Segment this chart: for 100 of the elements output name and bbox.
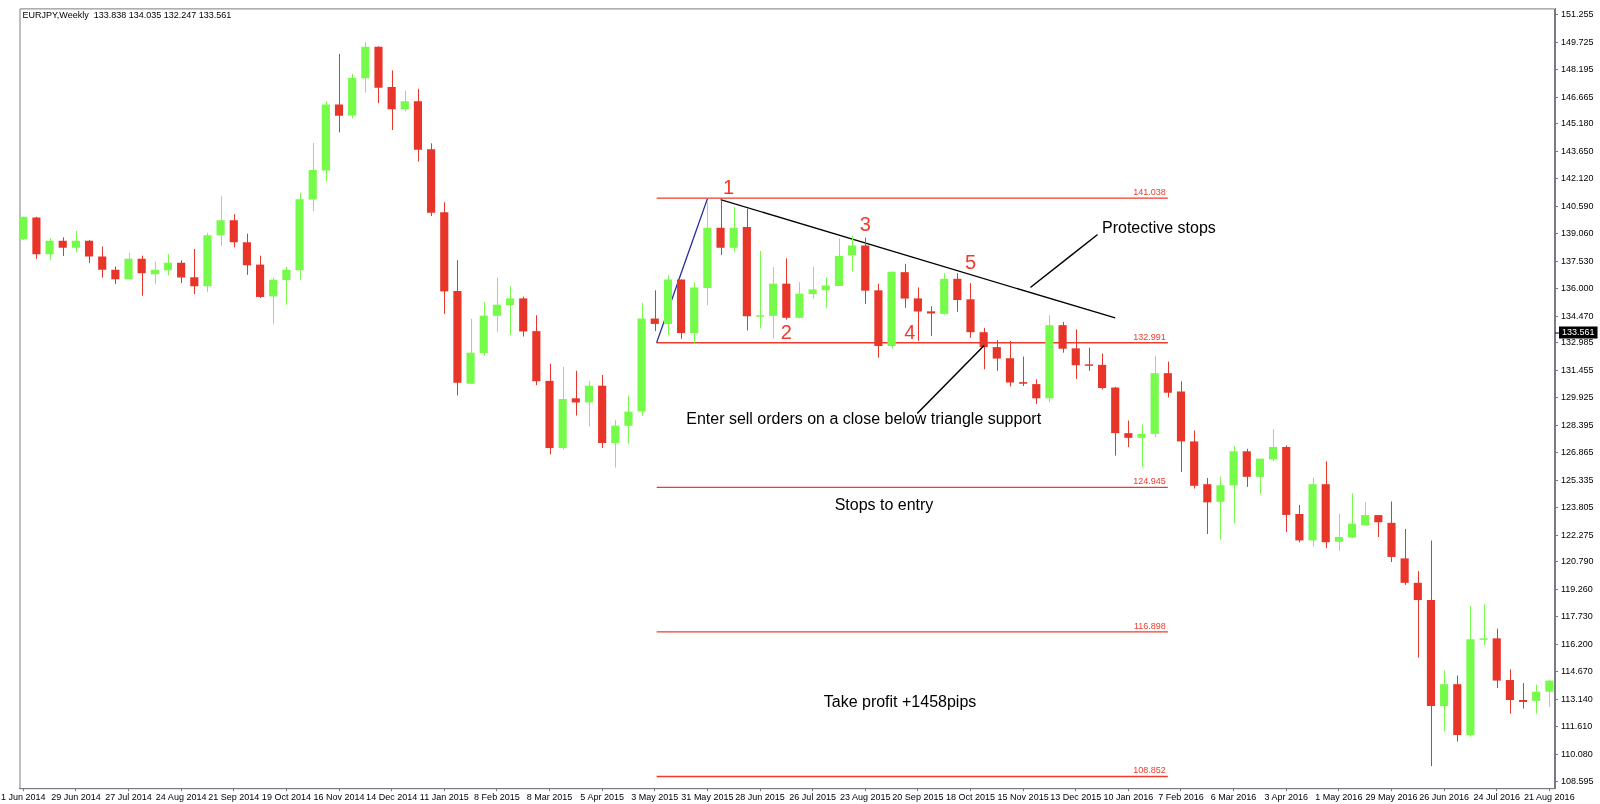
x-tick-label: 1 Jun 2014 (1, 792, 46, 803)
x-tick-label: 26 Jul 2015 (789, 792, 836, 803)
candlestick (229, 213, 238, 248)
candlestick (611, 419, 620, 469)
x-tick-label: 15 Nov 2015 (997, 792, 1049, 803)
y-tick-label: 110.080 (1561, 748, 1593, 759)
candlestick (505, 285, 515, 336)
y-tick-label: 149.725 (1561, 36, 1594, 47)
candlestick (334, 53, 344, 133)
x-tick-label: 10 Jan 2016 (1103, 792, 1154, 803)
candlestick (1019, 356, 1028, 387)
y-tick-label: 108.595 (1561, 775, 1594, 786)
x-tick-label: 5 Apr 2015 (580, 792, 624, 803)
annotation: Stops to entry (834, 496, 934, 514)
annotation: Protective stops (1102, 219, 1216, 237)
candlestick (492, 277, 501, 333)
candlestick (1505, 668, 1514, 715)
candlestick (1084, 347, 1093, 372)
y-tick-label: 128.395 (1561, 419, 1594, 430)
y-tick-label: 119.260 (1561, 583, 1593, 594)
y-tick-label: 111.610 (1561, 721, 1593, 732)
y-tick-label: 143.650 (1561, 145, 1594, 156)
y-tick-label: 142.120 (1561, 173, 1594, 184)
candlestick (1269, 428, 1278, 462)
candlestick (1440, 669, 1449, 732)
candlestick (650, 289, 659, 332)
candlestick (163, 253, 173, 276)
y-tick-label: 136.000 (1561, 283, 1594, 294)
y-tick-label: 126.865 (1561, 447, 1594, 458)
candlestick (1545, 679, 1554, 708)
y-tick-label: 148.195 (1561, 64, 1594, 75)
y-tick-label: 134.470 (1561, 310, 1594, 321)
x-tick-label: 13 Dec 2015 (1050, 792, 1102, 803)
y-tick-label: 120.790 (1561, 556, 1594, 567)
x-tick-label: 8 Feb 2015 (474, 792, 520, 803)
y-tick-label: 117.730 (1561, 611, 1593, 622)
y-tick-label: 113.140 (1561, 693, 1593, 704)
candlestick (1203, 477, 1212, 535)
x-tick-label: 31 May 2015 (681, 792, 734, 803)
x-tick-label: 26 Jun 2016 (1419, 792, 1469, 803)
annotation: Enter sell orders on a close below triangle support (686, 410, 1042, 428)
y-tick-label: 131.455 (1561, 364, 1594, 375)
candlestick (1163, 361, 1172, 398)
y-tick-label: 125.335 (1561, 474, 1594, 485)
x-tick-label: 11 Jan 2015 (419, 792, 469, 803)
candlestick (624, 395, 633, 445)
candlestick (84, 239, 94, 264)
x-tick-label: 29 May 2016 (1365, 792, 1418, 803)
chart-title: EURJPY,Weekly 133.838 134.035 132.247 133.561 (22, 10, 232, 21)
x-tick-label: 27 Jul 2014 (105, 792, 152, 803)
x-tick-label: 29 Jun 2014 (51, 792, 101, 803)
candlestick (177, 259, 186, 284)
y-tick-label: 137.530 (1561, 255, 1594, 266)
candlestick (1413, 570, 1422, 659)
y-tick-label: 151.255 (1561, 9, 1594, 20)
candlestick (953, 272, 962, 313)
candlestick (58, 236, 67, 257)
x-tick-label: 3 Apr 2016 (1264, 792, 1309, 803)
candlestick (1124, 420, 1133, 448)
candlestick (1255, 458, 1265, 495)
candlestick (1374, 514, 1383, 538)
x-tick-label: 23 Aug 2015 (839, 792, 891, 803)
candlestick (45, 237, 54, 261)
data-label: 124.945 (1133, 476, 1166, 487)
data-label: 141.038 (1133, 187, 1166, 198)
candlestick (71, 230, 80, 253)
annotation: 5 (964, 251, 977, 274)
x-tick-label: 24 Aug 2014 (155, 792, 207, 803)
x-tick-label: 16 Nov 2014 (313, 792, 365, 803)
candlestick (729, 206, 738, 253)
x-tick-label: 18 Oct 2015 (945, 792, 996, 803)
annotation: 4 (904, 321, 916, 344)
candlestick (808, 266, 817, 300)
candlestick (1032, 378, 1041, 405)
candlestick (755, 250, 765, 329)
annotation: 2 (780, 321, 792, 344)
y-tick-label: 140.590 (1561, 200, 1594, 211)
annotation: 1 (722, 175, 735, 198)
candlestick (1097, 352, 1107, 390)
candlestick (137, 255, 146, 297)
x-tick-label: 7 Feb 2016 (1158, 792, 1204, 803)
x-tick-label: 19 Oct 2014 (261, 792, 311, 803)
x-tick-label: 8 Mar 2015 (526, 792, 573, 803)
candlestick (98, 246, 107, 279)
data-label: 116.898 (1133, 620, 1166, 631)
candlestick (1137, 424, 1146, 468)
candlestick (216, 195, 225, 247)
x-tick-label: 20 Sep 2015 (892, 792, 944, 803)
candlestick (150, 261, 159, 285)
x-tick-label: 21 Sep 2014 (208, 792, 260, 803)
candlestick (124, 252, 133, 280)
candlestick (242, 233, 251, 276)
x-tick-label: 14 Dec 2014 (366, 792, 418, 803)
candlestick (571, 370, 580, 417)
candlestick (848, 235, 857, 272)
candlestick (1347, 492, 1357, 539)
x-tick-label: 21 Aug 2016 (1524, 792, 1575, 803)
candlestick (1479, 603, 1488, 646)
annotation: Take profit +1458pips (823, 693, 977, 711)
candlestick (1216, 476, 1225, 541)
